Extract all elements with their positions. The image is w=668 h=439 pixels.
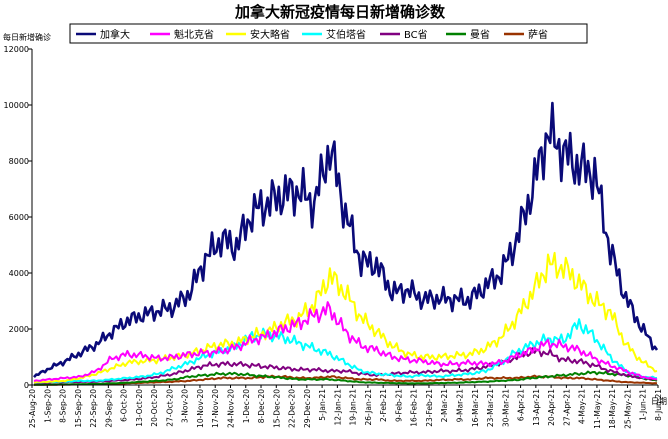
x-tick-label: 1-Jun-21 [639, 389, 648, 421]
x-tick-label: 2-Mar-21 [440, 389, 449, 423]
x-tick-label: 1-Sep-20 [43, 389, 52, 423]
x-tick-label: 13-Apr-21 [532, 389, 541, 426]
y-tick-label: 4000 [9, 269, 29, 278]
legend-label: 艾伯塔省 [326, 28, 366, 41]
x-tick-label: 19-Jan-21 [349, 389, 358, 426]
series-lines [33, 101, 659, 386]
series-line [33, 318, 657, 384]
x-tick-label: 9-Feb-21 [394, 389, 403, 422]
x-tick-label: 13-Oct-20 [135, 389, 144, 427]
x-tick-label: 15-Sep-20 [74, 389, 83, 428]
series-line [33, 347, 658, 384]
y-tick-label: 10000 [4, 101, 29, 110]
x-tick-label: 27-Apr-21 [562, 389, 571, 426]
y-axis-label: 每日新增确诊 [3, 32, 51, 42]
x-tick-label: 29-Dec-20 [303, 389, 312, 428]
y-axis: 0 2000 4000 6000 8000 10000 12000 [4, 45, 32, 390]
x-tick-label: 25-Aug-20 [28, 389, 37, 428]
x-tick-label: 10-Nov-20 [196, 389, 205, 428]
x-tick-label: 3-Nov-20 [181, 389, 190, 423]
x-tick-label: 8-Jun-21 [654, 389, 663, 421]
series-line [33, 101, 659, 378]
x-tick-label: 1-Dec-20 [242, 389, 251, 423]
legend: 加拿大 魁北克省 安大略省 艾伯塔省 BC省 曼省 萨省 [76, 28, 548, 41]
y-tick-label: 0 [24, 381, 29, 390]
x-tick-label: 22-Dec-20 [288, 389, 297, 428]
legend-label: 曼省 [470, 28, 490, 41]
x-tick-label: 8-Sep-20 [59, 389, 68, 423]
x-tick-label: 23-Mar-21 [486, 389, 495, 427]
chart-title: 加拿大新冠疫情每日新增确诊数 [234, 3, 446, 21]
x-tick-label: 20-Apr-21 [547, 389, 556, 426]
x-tick-label: 26-Jan-21 [364, 389, 373, 426]
y-tick-label: 2000 [9, 325, 29, 334]
x-tick-label: 16-Mar-21 [471, 389, 480, 427]
y-tick-label: 8000 [9, 157, 29, 166]
x-tick-label: 15-Dec-20 [272, 389, 281, 428]
x-tick-label: 29-Sep-20 [104, 389, 113, 428]
series-line [34, 370, 658, 386]
x-tick-label: 20-Oct-20 [150, 389, 159, 427]
legend-label: 魁北克省 [174, 28, 214, 41]
legend-box [69, 23, 588, 44]
x-tick-label: 24-Nov-20 [226, 389, 235, 428]
x-tick-label: 25-May-21 [623, 389, 632, 429]
x-tick-label: 12-Jan-21 [333, 389, 342, 426]
x-tick-label: 16-Feb-21 [410, 389, 419, 427]
series-line [33, 251, 658, 384]
x-tick-label: 6-Oct-20 [120, 389, 129, 422]
x-tick-label: 27-Oct-20 [165, 389, 174, 427]
x-tick-label: 2-Feb-21 [379, 389, 388, 422]
legend-label: 加拿大 [100, 28, 130, 41]
x-tick-label: 30-Mar-21 [501, 389, 510, 427]
x-tick-label: 6-Apr-21 [517, 389, 526, 421]
x-tick-label: 11-May-21 [593, 389, 602, 429]
y-tick-label: 6000 [9, 213, 29, 222]
series-line [33, 301, 658, 382]
x-tick-label: 5-Jan-21 [318, 389, 327, 421]
x-axis: 25-Aug-20 1-Sep-20 8-Sep-20 15-Sep-20 22-Sep… [28, 385, 663, 429]
legend-label: BC省 [404, 28, 428, 41]
x-tick-label: 9-Mar-21 [456, 389, 465, 423]
legend-label: 萨省 [528, 28, 548, 41]
x-tick-label: 8-Dec-20 [257, 389, 266, 423]
legend-label: 安大略省 [250, 28, 290, 41]
x-tick-label: 22-Sep-20 [89, 389, 98, 428]
x-tick-label: 4-May-21 [578, 389, 587, 424]
x-tick-label: 17-Nov-20 [211, 389, 220, 428]
x-tick-label: 18-May-21 [608, 389, 617, 429]
x-tick-label: 23-Feb-21 [425, 389, 434, 427]
y-tick-label: 12000 [4, 45, 29, 54]
x-axis-label: 日期 [651, 397, 667, 406]
